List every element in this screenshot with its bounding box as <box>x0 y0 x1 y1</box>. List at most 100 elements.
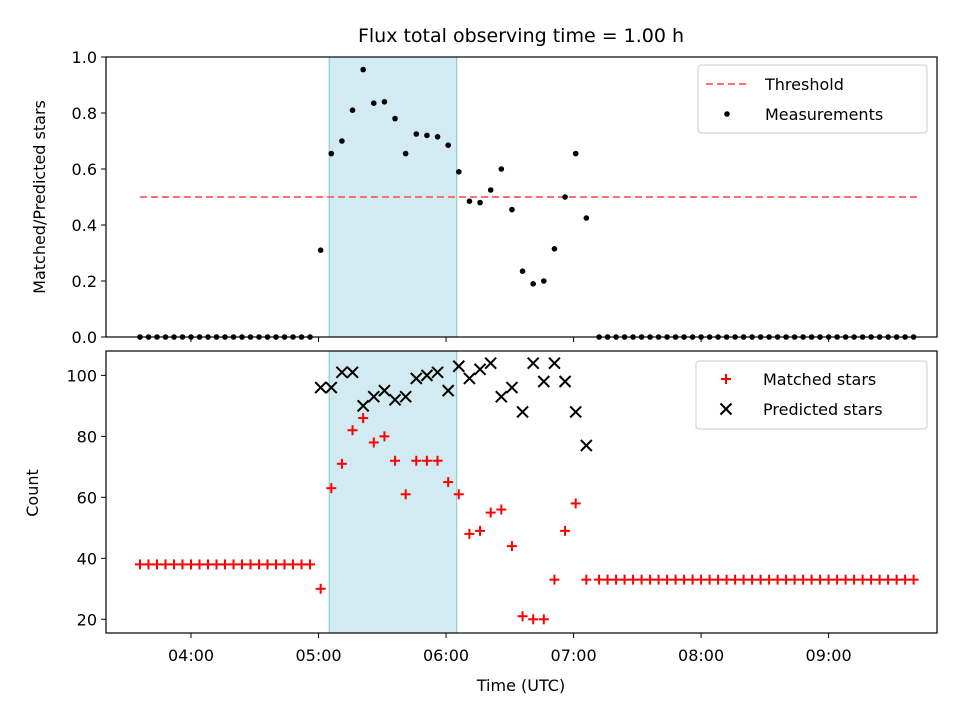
matched-star-point <box>379 431 390 442</box>
bottom-legend-box <box>695 360 928 430</box>
predicted-star-point <box>558 375 572 388</box>
matched-star-point <box>506 541 517 552</box>
top-x-ticks <box>190 337 830 342</box>
matched-star-point <box>186 559 197 570</box>
predicted-star-point <box>484 356 497 370</box>
measurement-point <box>562 194 568 200</box>
legend-measurements-marker <box>724 111 730 117</box>
top-axes-frame <box>105 56 938 338</box>
bottom-x-tick-label: 04:00 <box>168 646 214 665</box>
predicted-star-point <box>325 381 338 394</box>
matched-star-point <box>636 574 647 585</box>
matched-star-point <box>738 574 749 585</box>
predicted-star-point <box>356 399 370 413</box>
matched-star-point <box>798 574 809 585</box>
bottom-axes-frame <box>105 350 938 634</box>
matched-star-point <box>411 455 422 466</box>
matched-star-point <box>220 559 231 570</box>
matched-star-point <box>581 574 592 585</box>
bottom-matched-points <box>135 413 919 625</box>
matched-star-point <box>485 507 496 518</box>
measurement-point <box>551 246 558 252</box>
matched-star-point <box>421 455 432 466</box>
x-axis-label: Time (UTC) <box>476 676 565 695</box>
matched-star-point <box>288 559 299 570</box>
matched-star-point <box>789 574 800 585</box>
matched-star-point <box>390 455 401 466</box>
bottom-x-tick-label: 09:00 <box>806 646 852 665</box>
matched-star-point <box>194 559 205 570</box>
bottom-y-ticks: 20 40 60 80 100 <box>66 366 106 629</box>
measurement-point <box>349 107 356 113</box>
measurement-point <box>370 100 377 106</box>
predicted-star-point <box>516 405 529 419</box>
predicted-star-point <box>526 356 540 370</box>
bottom-x-tick-label: 06:00 <box>423 646 469 665</box>
chart-title: Flux total observing time = 1.00 h <box>358 25 684 47</box>
matched-star-point <box>203 559 214 570</box>
predicted-star-point <box>548 356 561 370</box>
predicted-star-point <box>314 381 327 394</box>
predicted-star-point <box>335 366 349 379</box>
matched-star-point <box>315 583 326 594</box>
matched-star-point <box>517 611 528 622</box>
matched-star-point <box>271 559 282 570</box>
top-y-tick-label: 0.6 <box>72 160 97 179</box>
bottom-x-tick-label: 08:00 <box>678 646 724 665</box>
matched-star-point <box>305 559 316 570</box>
measurement-point <box>572 150 579 157</box>
matched-star-point <box>602 574 613 585</box>
matched-star-point <box>538 614 549 625</box>
predicted-star-point <box>569 405 582 419</box>
matched-star-point <box>747 574 758 585</box>
predicted-star-point <box>473 363 487 376</box>
matched-star-point <box>866 574 877 585</box>
matched-star-point <box>549 574 560 585</box>
measurement-point <box>530 281 536 287</box>
measurement-point <box>434 134 441 140</box>
legend-cross-glyph <box>719 402 733 416</box>
matched-star-point <box>857 574 868 585</box>
matched-star-point <box>815 574 826 585</box>
legend-measurements-label: Measurements <box>765 105 883 124</box>
measurement-point <box>328 150 335 157</box>
legend-predicted-label: Predicted stars <box>763 400 883 419</box>
legend-plus-glyph <box>721 374 731 384</box>
matched-star-point <box>849 574 860 585</box>
measurement-point <box>477 199 483 206</box>
predicted-star-point <box>420 369 434 382</box>
matched-star-point <box>781 574 792 585</box>
matched-star-point <box>464 528 475 539</box>
bottom-x-tick-label: 05:00 <box>295 646 341 665</box>
bottom-y-tick-label: 80 <box>77 427 97 446</box>
top-y-tick-label: 0.4 <box>72 216 97 235</box>
predicted-star-point <box>399 390 412 403</box>
legend-matched-label: Matched stars <box>763 370 876 389</box>
matched-star-point <box>806 574 817 585</box>
bottom-y-tick-label: 100 <box>66 366 97 385</box>
matched-star-point <box>619 574 630 585</box>
matched-star-point <box>228 559 239 570</box>
matched-star-point <box>594 574 605 585</box>
predicted-star-point <box>537 375 551 388</box>
measurement-point <box>392 115 398 122</box>
bottom-x-ticks: 04:00 05:00 06:00 07:00 08:00 09:00 <box>168 633 852 665</box>
matched-star-point <box>823 574 834 585</box>
measurement-point <box>541 278 547 284</box>
top-y-tick-label: 0.0 <box>72 328 97 347</box>
matched-star-point <box>721 574 732 585</box>
measurement-point <box>583 215 590 221</box>
matched-star-point <box>832 574 843 585</box>
predicted-star-point <box>388 393 402 406</box>
predicted-star-point <box>346 366 359 379</box>
matched-star-point <box>670 574 681 585</box>
predicted-star-point <box>463 372 476 385</box>
matched-star-point <box>560 525 571 536</box>
matched-star-point <box>254 559 265 570</box>
matched-star-point <box>475 525 486 536</box>
measurement-point <box>413 131 420 137</box>
measurement-point <box>381 99 388 105</box>
bottom-legend: Matched stars Predicted stars <box>695 360 928 430</box>
matched-star-point <box>704 574 715 585</box>
